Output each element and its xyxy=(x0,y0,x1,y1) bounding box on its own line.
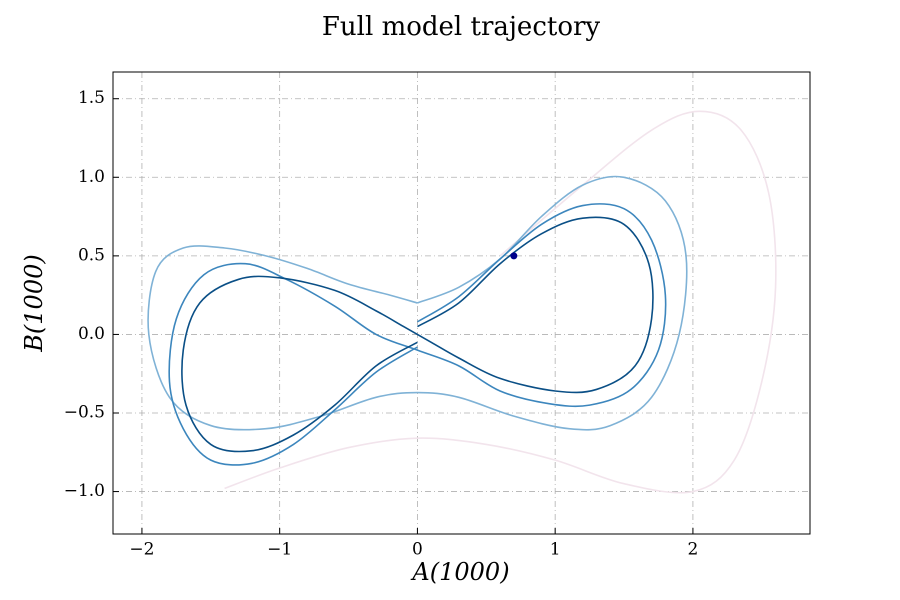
y-axis-label: B(1000) xyxy=(20,254,48,352)
chart-title: Full model trajectory xyxy=(322,12,601,42)
y-tick-label: 1.0 xyxy=(78,167,105,187)
x-tick-label: 1 xyxy=(550,540,561,560)
y-tick-label: −0.5 xyxy=(64,403,105,423)
trajectory-line xyxy=(181,216,654,453)
x-tick-label: 2 xyxy=(688,540,699,560)
x-tick-label: −1 xyxy=(267,540,292,560)
marker-point xyxy=(510,252,518,260)
plot-frame xyxy=(112,71,811,535)
y-tick-label: −1.0 xyxy=(64,481,105,501)
trajectory-line xyxy=(168,203,667,466)
y-tick-label: 0.5 xyxy=(78,245,105,265)
x-tick-label: 0 xyxy=(412,540,423,560)
y-tick-label: 1.5 xyxy=(78,88,105,108)
y-tick-label: 0.0 xyxy=(78,324,105,344)
x-tick-label: −2 xyxy=(129,540,154,560)
x-axis-label: A(1000) xyxy=(410,558,509,586)
trajectory-line xyxy=(147,175,688,431)
trajectory-line xyxy=(224,110,777,494)
